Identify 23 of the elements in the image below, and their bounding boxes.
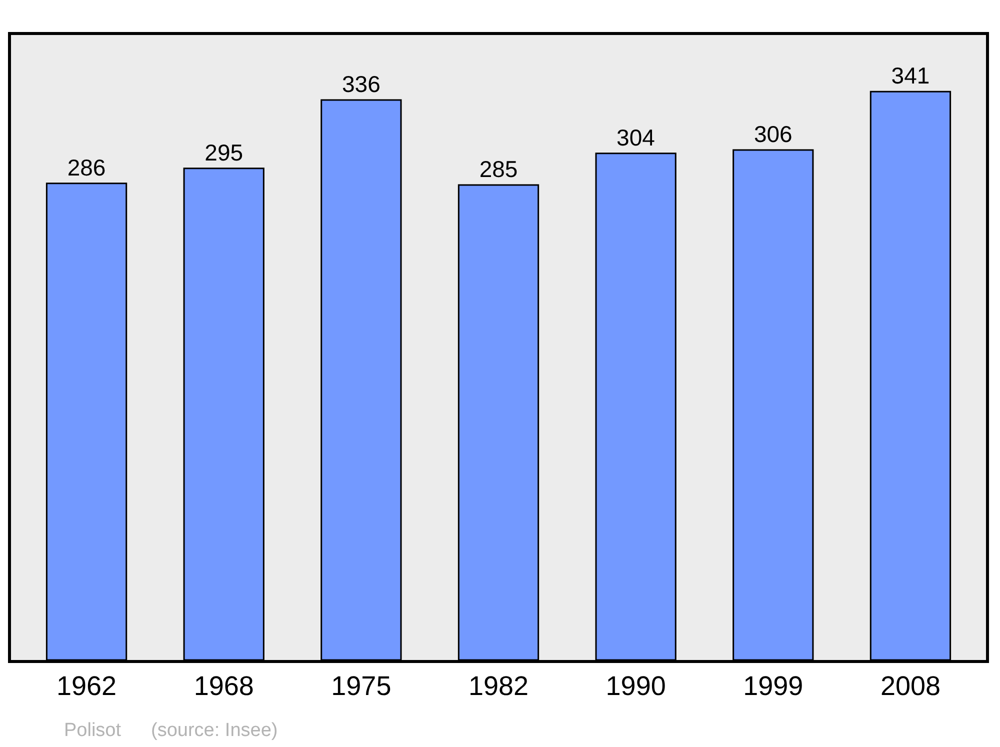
bar [46,182,128,660]
x-tick-label: 1968 [194,671,254,702]
data-label: 336 [342,71,380,97]
data-label: 295 [204,139,244,166]
data-label: 341 [891,62,930,89]
x-tick-label: 1962 [56,671,117,702]
x-tick-label: 1975 [331,671,392,702]
bar [458,184,540,660]
bar [595,152,676,660]
data-label: 304 [616,124,656,150]
x-tick-label: 1982 [468,671,529,702]
x-tick-label: 1999 [743,671,804,702]
x-tick-label: 1990 [606,671,666,702]
bar [732,149,814,660]
data-label: 286 [67,154,106,180]
x-tick-label: 2008 [880,671,941,702]
bar [870,90,952,660]
text: Polisot [64,720,122,741]
data-label: 306 [754,121,792,147]
bar [320,99,402,660]
data-label: 285 [479,156,518,182]
text: (source: Insee) [151,720,278,741]
bar [183,168,264,660]
